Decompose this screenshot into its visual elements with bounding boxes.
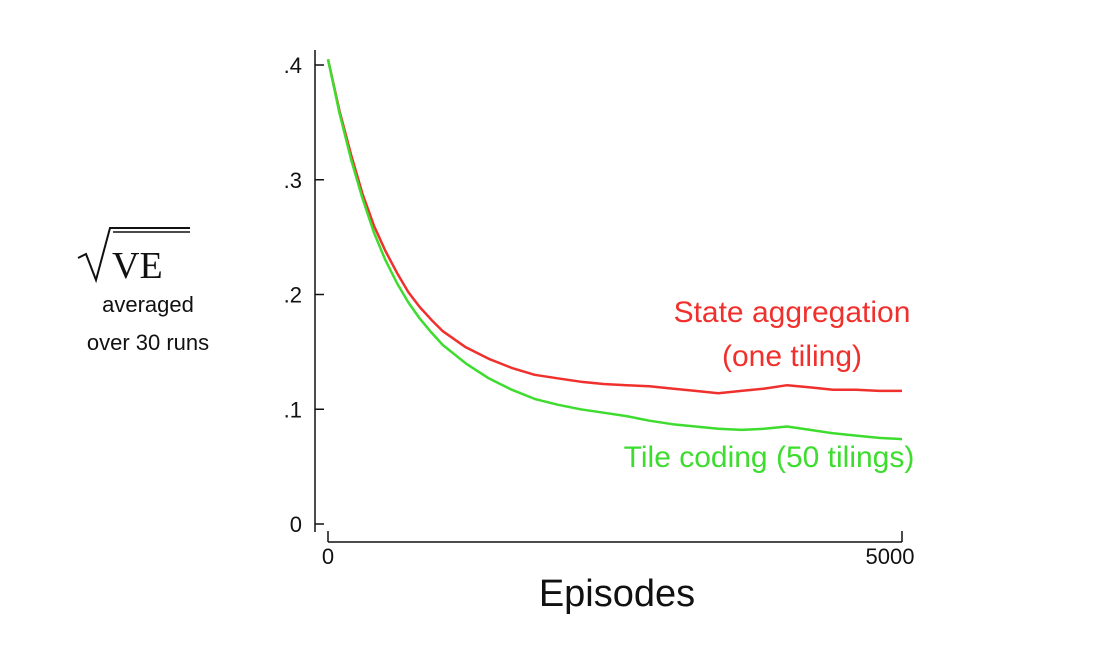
series-line-state-aggregation (326, 59, 902, 395)
y-tick-label: 0 (290, 512, 302, 537)
y-axis-ticks: 0 .1 .2 .3 .4 (284, 53, 324, 537)
y-tick-label: .1 (284, 397, 302, 422)
series-lines (326, 59, 903, 441)
sqrt-symbol (77, 227, 190, 284)
x-axis-ticks: 0 5000 (322, 531, 915, 569)
y-axis-sublabel-2: over 30 runs (87, 330, 209, 355)
y-axis-label-ve: VE (112, 245, 163, 287)
x-tick-label: 0 (322, 544, 334, 569)
y-tick-label: .2 (284, 283, 302, 308)
y-axis-label: VE (77, 227, 190, 287)
x-axis-label: Episodes (539, 573, 695, 615)
x-tick-label: 5000 (866, 544, 915, 569)
series-label-tile-coding: Tile coding (50 tilings) (624, 441, 915, 474)
series-line-tile-coding (326, 59, 903, 441)
y-axis-sublabel-1: averaged (102, 292, 194, 317)
y-tick-label: .3 (284, 168, 302, 193)
y-tick-label: .4 (284, 53, 302, 78)
series-label-state-aggregation: State aggregation (674, 296, 911, 329)
series-label-state-aggregation-sub: (one tiling) (722, 340, 862, 373)
